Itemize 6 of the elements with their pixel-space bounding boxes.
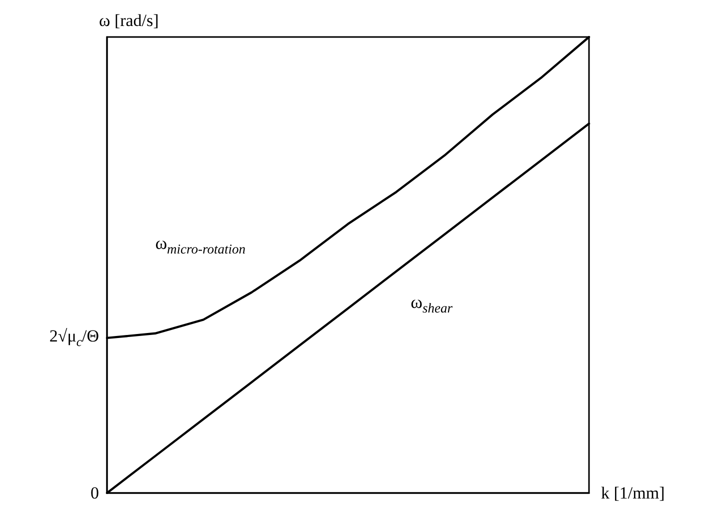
y-axis-title: ω [rad/s]	[99, 11, 159, 30]
series-label: ω$_{micro-rotation}$	[155, 233, 246, 257]
text: 0	[90, 484, 99, 502]
x-axis-title: k [1/mm]	[601, 484, 665, 502]
series-label: ω$_{shear}$	[410, 292, 453, 316]
text: 2√μ$_{c}$/Θ	[49, 326, 99, 349]
